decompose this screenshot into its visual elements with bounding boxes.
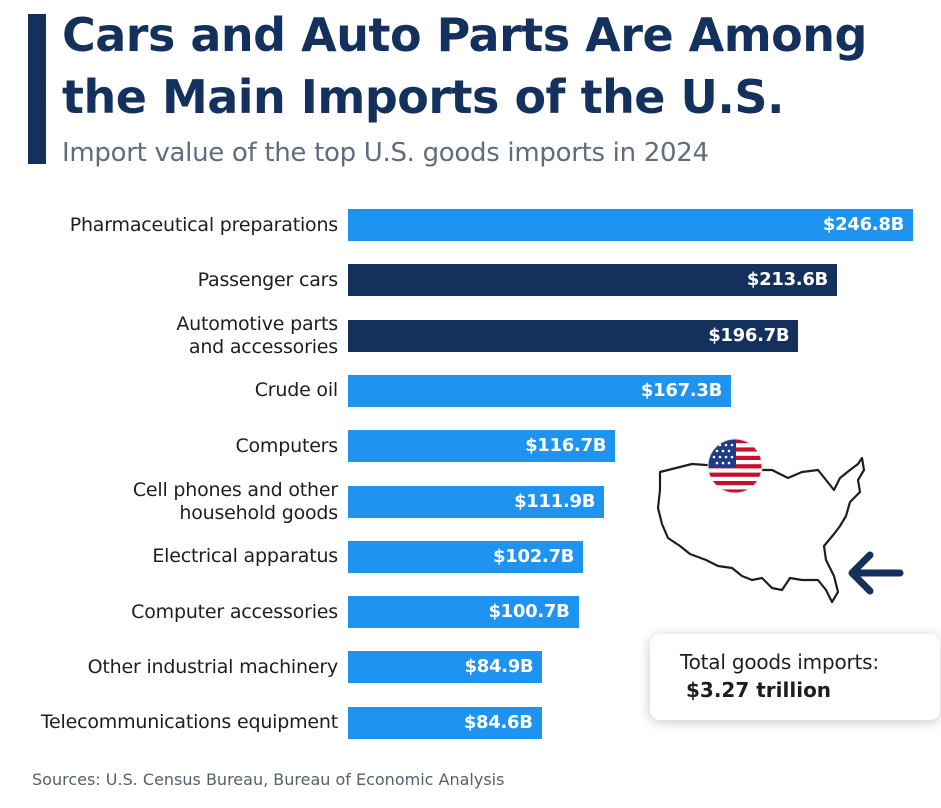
- chart-subtitle: Import value of the top U.S. goods impor…: [62, 138, 709, 168]
- category-label-line: Computer accessories: [131, 600, 338, 623]
- bar-value-label: $196.7B: [708, 324, 790, 346]
- category-label-line: Computers: [235, 434, 338, 457]
- bar: $196.7B: [348, 319, 799, 352]
- category-label-line: Telecommunications equipment: [40, 711, 338, 734]
- bar-value-label: $213.6B: [746, 269, 828, 291]
- category-label: Crude oil: [255, 379, 338, 402]
- bar: $84.9B: [348, 651, 543, 684]
- category-label-line: household goods: [179, 501, 338, 524]
- category-label-line: Pharmaceutical preparations: [69, 213, 338, 236]
- source-note: Sources: U.S. Census Bureau, Bureau of E…: [32, 770, 505, 789]
- category-label-line: Other industrial machinery: [87, 655, 339, 678]
- category-label-line: Cell phones and other: [132, 478, 338, 501]
- category-label: Pharmaceutical preparations: [70, 214, 338, 237]
- category-label: Other industrial machinery: [87, 655, 339, 679]
- category-label: Telecommunications equipment: [41, 711, 338, 734]
- category-label-line: Electrical apparatus: [152, 545, 338, 568]
- category-label-line: Passenger cars: [197, 268, 339, 291]
- bar: $102.7B: [348, 540, 584, 573]
- chart-title: Cars and Auto Parts Are Among the Main I…: [62, 8, 867, 124]
- category-label: Cell phones and other household goods: [133, 479, 338, 525]
- category-label-line: Automotive parts: [176, 312, 338, 335]
- category-label: Electrical apparatus: [152, 545, 338, 568]
- category-label: Passenger cars: [197, 268, 339, 292]
- bar-value-label: $100.7B: [488, 601, 570, 623]
- category-label: Computer accessories: [131, 601, 338, 624]
- bar: $116.7B: [348, 430, 616, 463]
- bar-value-label: $102.7B: [493, 545, 575, 567]
- bar: $246.8B: [348, 209, 913, 241]
- us-map-outline: [656, 456, 866, 604]
- bar: $213.6B: [348, 264, 837, 297]
- bar-value-label: $84.6B: [463, 711, 533, 733]
- bar: $111.9B: [348, 485, 605, 518]
- bar: $167.3B: [348, 374, 731, 407]
- bar-value-label: $111.9B: [514, 490, 596, 512]
- bar-value-label: $167.3B: [640, 379, 722, 401]
- total-imports-callout: Total goods imports: $3.27 trillion: [650, 634, 940, 720]
- category-label: Computers: [235, 435, 338, 458]
- bar: $100.7B: [348, 596, 579, 629]
- category-label-line: Crude oil: [254, 379, 338, 402]
- title-accent-bar: [28, 14, 46, 164]
- us-map-illustration: [656, 438, 904, 604]
- category-label: Automotive parts and accessories: [176, 313, 338, 359]
- us-flag-icon: [707, 438, 763, 494]
- bar-value-label: $246.8B: [822, 214, 904, 235]
- total-imports-value: $3.27 trillion: [686, 678, 832, 702]
- arrow-left-icon: [848, 551, 904, 595]
- total-imports-label: Total goods imports:: [680, 650, 879, 674]
- category-label-line: and accessories: [188, 335, 338, 358]
- bar-value-label: $116.7B: [525, 435, 607, 457]
- bar: $84.6B: [348, 706, 542, 739]
- bar-value-label: $84.9B: [464, 656, 534, 678]
